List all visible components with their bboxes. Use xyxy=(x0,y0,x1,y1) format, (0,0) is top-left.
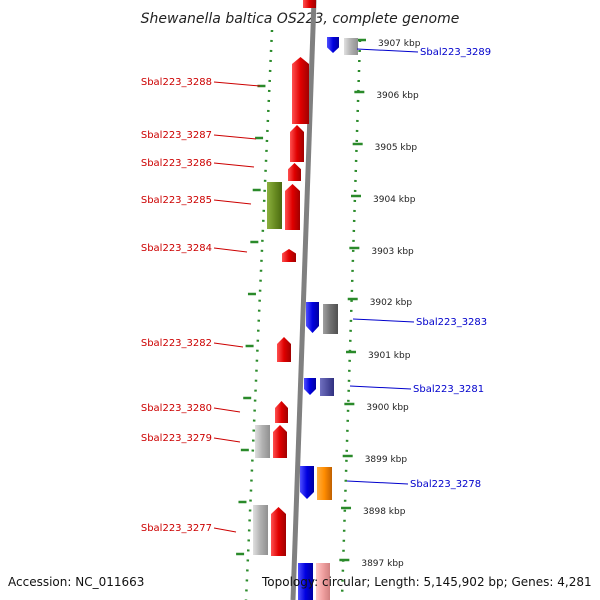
gene-features xyxy=(236,0,358,600)
left-gene-label[interactable]: Sbal223_3282 xyxy=(141,338,212,349)
right-connector xyxy=(356,48,419,53)
right-gene-label[interactable]: Sbal223_3278 xyxy=(410,479,481,490)
gene-dark-grey xyxy=(323,304,338,334)
genome-backbone xyxy=(290,0,317,600)
kbp-label: 3899 kbp xyxy=(365,455,408,465)
gene-grey xyxy=(255,425,270,458)
left-gene-label[interactable]: Sbal223_3277 xyxy=(141,523,212,534)
gene-reverse xyxy=(300,466,314,499)
gene-reverse xyxy=(304,378,316,395)
gene-reverse xyxy=(298,563,313,600)
right-gene-label[interactable]: Sbal223_3289 xyxy=(420,47,491,58)
gene-pink xyxy=(316,563,330,600)
left-connector xyxy=(213,407,241,413)
kbp-label: 3904 kbp xyxy=(373,195,416,205)
left-gene-label[interactable]: Sbal223_3280 xyxy=(141,403,212,414)
left-connector xyxy=(213,437,241,443)
right-connector xyxy=(352,318,415,323)
kbp-label: 3907 kbp xyxy=(378,39,421,49)
gene-forward xyxy=(292,57,309,124)
gene-forward xyxy=(277,337,291,362)
gene-reverse xyxy=(306,302,319,333)
left-connector xyxy=(213,527,237,533)
left-gene-label[interactable]: Sbal223_3279 xyxy=(141,433,212,444)
kbp-label: 3901 kbp xyxy=(368,351,411,361)
kbp-label: 3906 kbp xyxy=(376,91,419,101)
left-connector xyxy=(213,247,248,253)
kbp-label: 3902 kbp xyxy=(370,298,413,308)
left-connector xyxy=(213,342,244,348)
gene-forward xyxy=(271,507,286,556)
gene-olive xyxy=(267,182,282,229)
left-connector xyxy=(213,199,252,205)
gene-grey xyxy=(344,38,358,55)
gene-forward xyxy=(273,425,287,458)
left-gene-label[interactable]: Sbal223_3284 xyxy=(141,243,212,254)
left-gene-label[interactable]: Sbal223_3288 xyxy=(141,77,212,88)
left-gene-label[interactable]: Sbal223_3285 xyxy=(141,195,212,206)
gene-forward xyxy=(290,125,304,162)
left-connector xyxy=(213,162,255,168)
left-gene-label[interactable]: Sbal223_3287 xyxy=(141,130,212,141)
right-gene-labels: Sbal223_3289 Sbal223_3283 Sbal223_3281 Sbal… xyxy=(410,47,491,490)
right-connector xyxy=(349,385,412,390)
map-title: Shewanella baltica OS223, complete genom… xyxy=(141,11,460,27)
gene-forward xyxy=(285,184,300,230)
left-gene-label[interactable]: Sbal223_3286 xyxy=(141,158,212,169)
gene-purple xyxy=(320,378,334,396)
kbp-label: 3903 kbp xyxy=(371,247,414,257)
right-gene-label[interactable]: Sbal223_3283 xyxy=(416,317,487,328)
label-connectors xyxy=(213,48,419,533)
kbp-label: 3900 kbp xyxy=(366,403,409,413)
gene-orange xyxy=(317,467,332,500)
gene-reverse xyxy=(327,37,339,53)
gene-grey xyxy=(253,505,268,555)
kbp-label: 3897 kbp xyxy=(361,559,404,569)
right-connector xyxy=(346,480,409,485)
kbp-scale: 3907 kbp 3906 kbp 3905 kbp 3904 kbp 3903 kbp… xyxy=(339,38,421,569)
kbp-label: 3905 kbp xyxy=(375,143,418,153)
gene-top-red xyxy=(303,0,316,8)
accession-text: Accession: NC_011663 xyxy=(8,575,144,589)
gene-forward xyxy=(282,249,296,262)
right-gene-label[interactable]: Sbal223_3281 xyxy=(413,384,484,395)
left-connector xyxy=(213,81,261,87)
left-gene-labels: Sbal223_3288 Sbal223_3287 Sbal223_3286 Sbal… xyxy=(141,77,212,534)
gene-forward xyxy=(288,163,301,181)
left-connector xyxy=(213,134,257,140)
topology-text: Topology: circular; Length: 5,145,902 bp… xyxy=(261,575,592,589)
kbp-label: 3898 kbp xyxy=(363,507,406,517)
gene-forward xyxy=(275,401,288,423)
